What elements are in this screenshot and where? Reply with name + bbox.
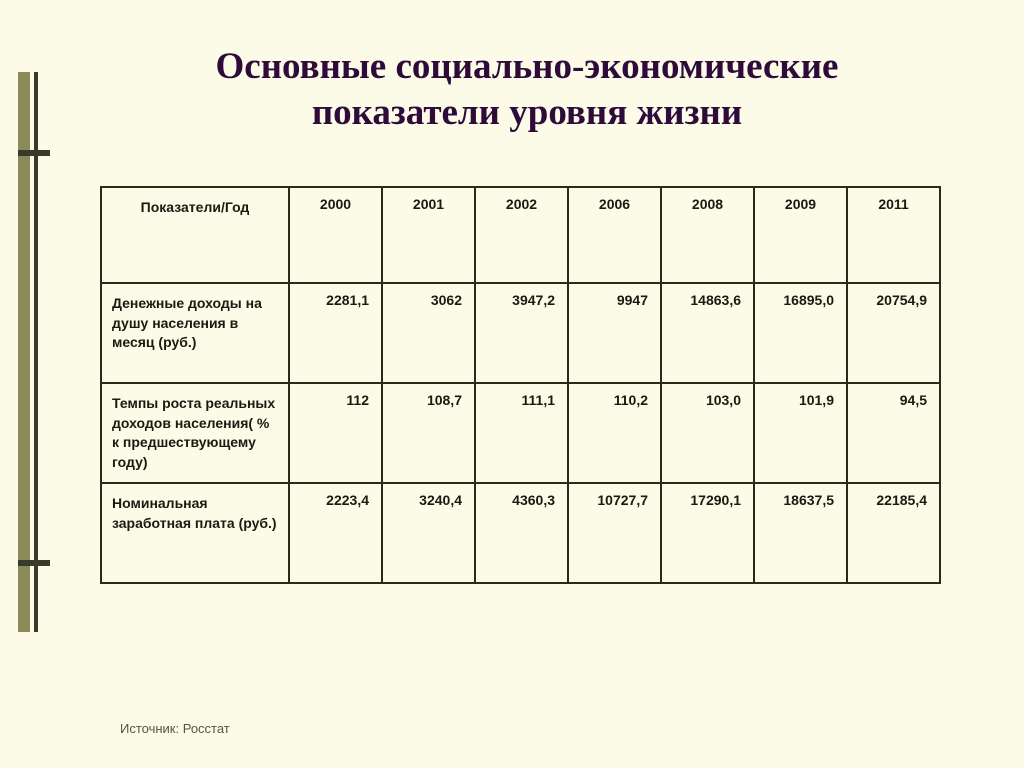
data-cell: 101,9	[754, 383, 847, 483]
table-row: Номинальная заработная плата (руб.) 2223…	[101, 483, 940, 583]
year-header: 2000	[289, 187, 382, 283]
data-cell: 22185,4	[847, 483, 940, 583]
year-header: 2011	[847, 187, 940, 283]
data-cell: 18637,5	[754, 483, 847, 583]
data-cell: 3240,4	[382, 483, 475, 583]
row-label: Темпы роста реальных доходов населения( …	[101, 383, 289, 483]
title-line: Основные социально-экономические	[216, 46, 839, 87]
indicators-table: Показатели/Год 2000 2001 2002 2006 2008 …	[100, 186, 941, 584]
data-cell: 108,7	[382, 383, 475, 483]
data-cell: 3062	[382, 283, 475, 383]
data-cell: 111,1	[475, 383, 568, 483]
data-cell: 17290,1	[661, 483, 754, 583]
row-label: Номинальная заработная плата (руб.)	[101, 483, 289, 583]
data-cell: 9947	[568, 283, 661, 383]
data-cell: 14863,6	[661, 283, 754, 383]
data-cell: 2281,1	[289, 283, 382, 383]
data-cell: 4360,3	[475, 483, 568, 583]
title-line: показатели уровня жизни	[312, 92, 742, 133]
data-cell: 112	[289, 383, 382, 483]
header-label-cell: Показатели/Год	[101, 187, 289, 283]
source-caption: Источник: Росстат	[120, 721, 230, 736]
data-table-container: Показатели/Год 2000 2001 2002 2006 2008 …	[100, 186, 940, 584]
data-cell: 20754,9	[847, 283, 940, 383]
slide-title: Основные социально-экономические показат…	[70, 44, 984, 137]
accent-tick	[18, 560, 50, 566]
data-cell: 10727,7	[568, 483, 661, 583]
year-header: 2009	[754, 187, 847, 283]
data-cell: 2223,4	[289, 483, 382, 583]
data-cell: 110,2	[568, 383, 661, 483]
table-header-row: Показатели/Год 2000 2001 2002 2006 2008 …	[101, 187, 940, 283]
row-label: Денежные доходы на душу населения в меся…	[101, 283, 289, 383]
year-header: 2006	[568, 187, 661, 283]
data-cell: 103,0	[661, 383, 754, 483]
year-header: 2002	[475, 187, 568, 283]
accent-tick	[18, 150, 50, 156]
table-row: Денежные доходы на душу населения в меся…	[101, 283, 940, 383]
slide-side-accent	[0, 72, 40, 632]
table-row: Темпы роста реальных доходов населения( …	[101, 383, 940, 483]
year-header: 2008	[661, 187, 754, 283]
data-cell: 3947,2	[475, 283, 568, 383]
year-header: 2001	[382, 187, 475, 283]
data-cell: 16895,0	[754, 283, 847, 383]
data-cell: 94,5	[847, 383, 940, 483]
